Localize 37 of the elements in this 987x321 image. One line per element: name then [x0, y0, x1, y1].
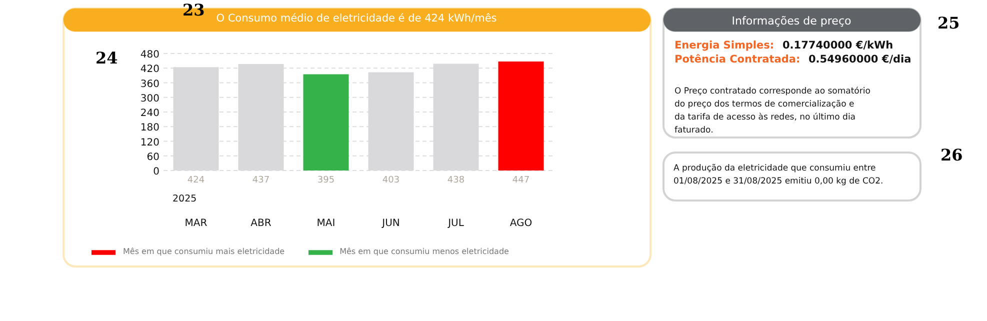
text: Potência Contratada:	[674, 54, 800, 66]
y-tick-label: 480	[140, 50, 160, 60]
text: Energia Simples:	[674, 40, 774, 52]
text: 25	[938, 14, 960, 32]
y-tick-label: 240	[140, 108, 160, 119]
text: A produção da eletricidade que consumiu entre 01/08/2025 e 31/08/2025 emitiu 0,00 kg de CO2.	[674, 164, 884, 186]
legend-label: Mês em que consumiu mais eletricidade	[123, 247, 285, 256]
bar	[498, 62, 544, 170]
y-tick-label: 0	[153, 166, 160, 178]
text: 0.17740000 €/kWh	[782, 40, 894, 52]
data-label: 395	[317, 176, 335, 186]
data-label: 424	[187, 176, 205, 186]
x-tick-label: MAI	[316, 218, 336, 229]
data-label: 438	[447, 176, 465, 186]
data-label: 437	[252, 176, 270, 186]
y-tick-label: 300	[140, 93, 160, 104]
x-tick-label: ABR	[250, 218, 272, 229]
text: 26	[940, 146, 963, 164]
text: Informações de preço	[732, 14, 852, 28]
legend-label: Mês em que consumiu menos eletricidade	[340, 247, 509, 256]
y-tick-label: 180	[140, 122, 160, 134]
y-tick-label: 360	[140, 78, 160, 90]
data-label: 403	[382, 176, 400, 186]
text: 2025	[172, 194, 197, 204]
x-tick-label: AGO	[510, 218, 532, 229]
y-tick-label: 420	[140, 64, 160, 76]
data-label: 447	[512, 176, 530, 186]
x-tick-label: MAR	[184, 218, 208, 229]
y-tick-label: 120	[140, 137, 160, 148]
text: 0.54960000 €/dia	[808, 54, 912, 66]
y-tick-label: 60	[146, 152, 160, 163]
bar	[303, 74, 349, 170]
chart-title: O Consumo médio de eletricidade é de 424 kWh/mês	[216, 12, 497, 24]
x-tick-label: JUN	[381, 218, 400, 229]
text: O Preço contratado corresponde ao somatório do preço dos termos de comercialização e da tarifa de acesso às redes, no último dia faturado.	[674, 86, 870, 136]
text: 24	[96, 48, 118, 68]
x-tick-label: JUL	[447, 218, 464, 229]
